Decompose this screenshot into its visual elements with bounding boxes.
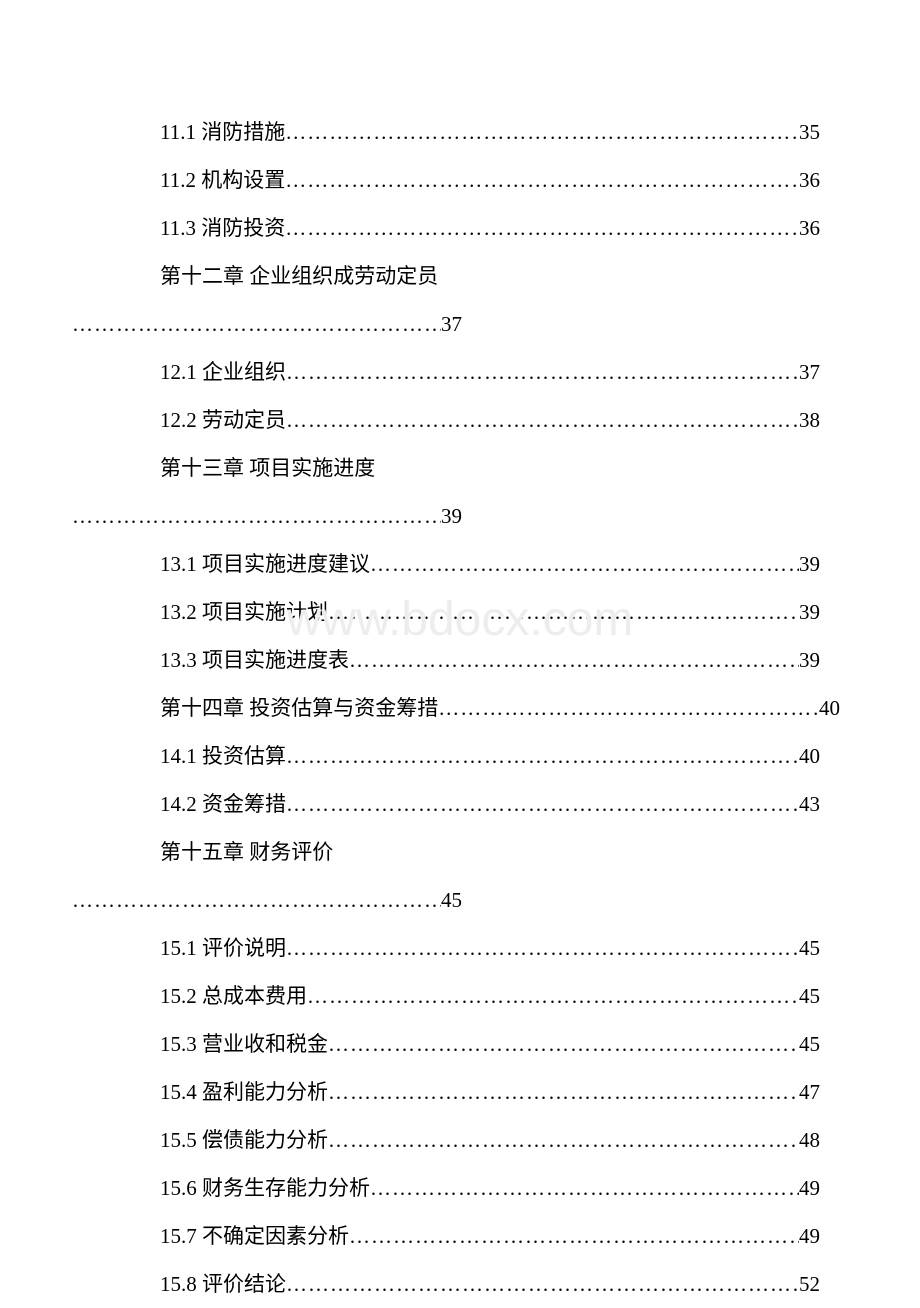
- toc-entry: 第十四章 投资估算与资金筹措………………………………………………………………………: [0, 684, 920, 732]
- toc-entry-page: 39: [799, 540, 820, 588]
- toc-entry: 11.3 消防投资……………………………………………………………………………………: [0, 204, 920, 252]
- toc-entry-label: 第十五章 财务评价: [160, 828, 333, 876]
- toc-leader-dots: ……………………………………………………………………………………………………………: [285, 204, 799, 252]
- toc-entry-page: 52: [799, 1260, 820, 1308]
- toc-entry-label: 14.2 资金筹措: [160, 780, 286, 828]
- toc-entry: 11.2 机构设置 …………………………………………………………………………………: [0, 156, 920, 204]
- toc-entry-label: 15.3 营业收和税金: [160, 1020, 328, 1068]
- toc-entry: 11.1 消防措施 …………………………………………………………………………………: [0, 108, 920, 156]
- toc-leader-dots: ……………………………………………………………………………………………………………: [285, 108, 799, 156]
- toc-entry-page: 45: [799, 924, 820, 972]
- toc-entry-label: 11.1 消防措施: [160, 108, 285, 156]
- toc-entry-label: 15.2 总成本费用: [160, 972, 307, 1020]
- toc-leader-dots: ……………………………………………………………………………………………………………: [286, 924, 799, 972]
- toc-leader-dots: ……………………………………………………………………………………………………………: [328, 1116, 799, 1164]
- toc-leader-dots: ……………………………………………………………………………………………………………: [286, 1260, 799, 1308]
- toc-entry: 15.6 财务生存能力分析…………………………………………………………………………: [0, 1164, 920, 1212]
- toc-entry-continuation: ……………………………………………………………………………………………………………: [0, 876, 920, 924]
- toc-leader-dots: ……………………………………………………………………………………………………………: [72, 492, 441, 540]
- toc-entry-page: 39: [799, 636, 820, 684]
- toc-entry-label: 15.1 评价说明: [160, 924, 286, 972]
- toc-entry-page: 49: [799, 1212, 820, 1260]
- toc-entry-label: 第十二章 企业组织成劳动定员: [160, 252, 438, 300]
- toc-entry-page: 37: [799, 348, 820, 396]
- toc-entry-page: 35: [799, 108, 820, 156]
- toc-entry-page: 43: [799, 780, 820, 828]
- toc-entry-page: 47: [799, 1068, 820, 1116]
- toc-entry: 13.2 项目实施计划 ……………………………………………………………………………: [0, 588, 920, 636]
- toc-leader-dots: ……………………………………………………………………………………………………………: [328, 588, 799, 636]
- toc-entry-label: 15.8 评价结论: [160, 1260, 286, 1308]
- toc-entry-continuation: ……………………………………………………………………………………………………………: [0, 300, 920, 348]
- toc-entry-page: 45: [799, 972, 820, 1020]
- toc-leader-dots: ……………………………………………………………………………………………………………: [286, 396, 799, 444]
- toc-leader-dots: ……………………………………………………………………………………………………………: [307, 972, 799, 1020]
- toc-entry: 15.4 盈利能力分析………………………………………………………………………………: [0, 1068, 920, 1116]
- toc-entry-label: 14.1 投资估算: [160, 732, 286, 780]
- toc-entry-page: 36: [799, 156, 820, 204]
- toc-entry: 15.7 不确定因素分析……………………………………………………………………………: [0, 1212, 920, 1260]
- toc-entry-label: 13.1 项目实施进度建议: [160, 540, 370, 588]
- toc-entry: 12.2 劳动定员……………………………………………………………………………………: [0, 396, 920, 444]
- toc-entry-label: 11.3 消防投资: [160, 204, 285, 252]
- toc-entry-page: 37: [441, 300, 462, 348]
- toc-entry-page: 36: [799, 204, 820, 252]
- toc-chapter-heading: 第十五章 财务评价: [0, 828, 920, 876]
- toc-entry: 15.8 评价结论……………………………………………………………………………………: [0, 1260, 920, 1308]
- toc-entry: 15.1 评价说明……………………………………………………………………………………: [0, 924, 920, 972]
- toc-leader-dots: ……………………………………………………………………………………………………………: [285, 156, 799, 204]
- toc-leader-dots: ……………………………………………………………………………………………………………: [72, 300, 441, 348]
- toc-leader-dots: ……………………………………………………………………………………………………………: [286, 348, 799, 396]
- toc-entry-label: 13.2 项目实施计划: [160, 588, 328, 636]
- toc-entry-page: 39: [441, 492, 462, 540]
- toc-chapter-heading: 第十三章 项目实施进度: [0, 444, 920, 492]
- toc-entry-label: 15.6 财务生存能力分析: [160, 1164, 370, 1212]
- toc-entry-page: 40: [819, 684, 840, 732]
- toc-entry-label: 13.3 项目实施进度表: [160, 636, 349, 684]
- toc-leader-dots: ……………………………………………………………………………………………………………: [286, 780, 799, 828]
- toc-entry: 14.2 资金筹措……………………………………………………………………………………: [0, 780, 920, 828]
- toc-leader-dots: ……………………………………………………………………………………………………………: [349, 636, 799, 684]
- toc-entry-page: 38: [799, 396, 820, 444]
- toc-entry: 15.2 总成本费用…………………………………………………………………………………: [0, 972, 920, 1020]
- toc-entry: 13.1 项目实施进度建议 ………………………………………………………………………: [0, 540, 920, 588]
- toc-entry-label: 第十三章 项目实施进度: [160, 444, 375, 492]
- toc-entry-label: 12.1 企业组织: [160, 348, 286, 396]
- toc-entry-page: 45: [441, 876, 462, 924]
- toc-leader-dots: ……………………………………………………………………………………………………………: [370, 540, 799, 588]
- toc-entry-label: 第十四章 投资估算与资金筹措: [160, 684, 438, 732]
- toc-leader-dots: ……………………………………………………………………………………………………………: [328, 1020, 799, 1068]
- toc-leader-dots: ……………………………………………………………………………………………………………: [438, 684, 819, 732]
- toc-leader-dots: ……………………………………………………………………………………………………………: [286, 732, 799, 780]
- toc-entry: 15.5 偿债能力分析………………………………………………………………………………: [0, 1116, 920, 1164]
- toc-entry-page: 49: [799, 1164, 820, 1212]
- toc-leader-dots: ……………………………………………………………………………………………………………: [72, 876, 441, 924]
- toc-entry-page: 48: [799, 1116, 820, 1164]
- toc-entry-label: 11.2 机构设置: [160, 156, 285, 204]
- toc-entry-label: 15.4 盈利能力分析: [160, 1068, 328, 1116]
- toc-entry-continuation: ……………………………………………………………………………………………………………: [0, 492, 920, 540]
- toc-entry-label: 12.2 劳动定员: [160, 396, 286, 444]
- toc-leader-dots: ……………………………………………………………………………………………………………: [328, 1068, 799, 1116]
- toc-leader-dots: ……………………………………………………………………………………………………………: [370, 1164, 799, 1212]
- toc-entry-label: 15.7 不确定因素分析: [160, 1212, 349, 1260]
- toc-entry: 13.3 项目实施进度表 …………………………………………………………………………: [0, 636, 920, 684]
- toc-leader-dots: ……………………………………………………………………………………………………………: [349, 1212, 799, 1260]
- toc-entry: 15.3 营业收和税金………………………………………………………………………………: [0, 1020, 920, 1068]
- table-of-contents: 11.1 消防措施 …………………………………………………………………………………: [0, 108, 920, 1308]
- toc-entry-page: 45: [799, 1020, 820, 1068]
- toc-chapter-heading: 第十二章 企业组织成劳动定员: [0, 252, 920, 300]
- toc-entry: 12.1 企业组织……………………………………………………………………………………: [0, 348, 920, 396]
- toc-entry-label: 15.5 偿债能力分析: [160, 1116, 328, 1164]
- toc-entry-page: 40: [799, 732, 820, 780]
- toc-entry: 14.1 投资估算……………………………………………………………………………………: [0, 732, 920, 780]
- toc-entry-page: 39: [799, 588, 820, 636]
